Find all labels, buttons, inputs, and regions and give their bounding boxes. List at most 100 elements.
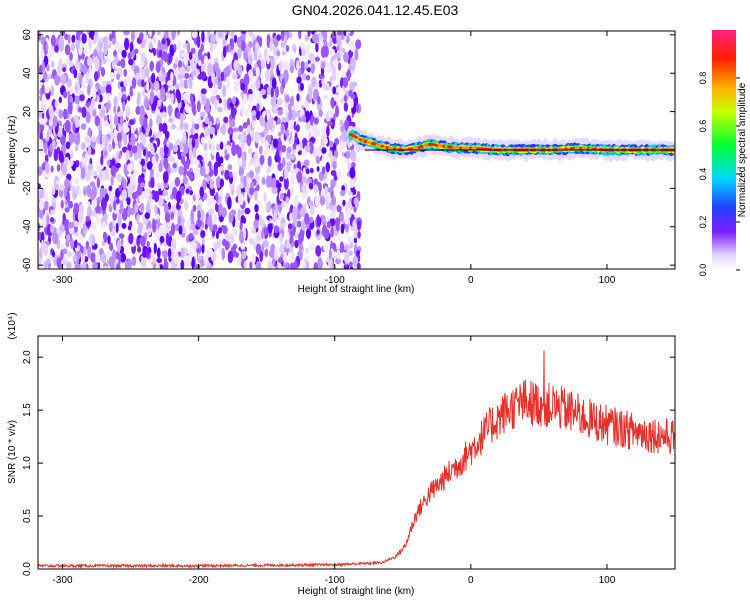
spectrogram-noise-cell: [73, 68, 78, 79]
spectrogram-noise-cell: [304, 34, 309, 42]
spectrogram-noise-cell: [333, 174, 338, 182]
spectrogram-noise-cell: [182, 176, 188, 185]
spectrogram-noise-cell: [176, 126, 181, 132]
spectrogram-noise-cell: [179, 140, 184, 151]
spectrogram-noise-cell: [355, 39, 362, 50]
spectrogram-noise-cell: [345, 150, 351, 159]
spectrogram-noise-cell: [275, 151, 280, 158]
spectrogram-noise-cell: [58, 96, 62, 104]
spectrogram-noise-cell: [305, 183, 310, 195]
spectrogram-noise-cell: [111, 31, 116, 39]
spectrogram-noise-cell: [241, 250, 247, 260]
colorbar-tick-label: 0.4: [698, 168, 708, 181]
spectrogram-noise-cell: [118, 125, 122, 133]
snr-x-tick-label: -200: [189, 575, 209, 586]
spectrogram-noise-cell: [184, 200, 189, 212]
spectrogram-noise-cell: [200, 230, 206, 239]
spectrogram-noise-cell: [101, 86, 107, 93]
spectrogram-noise-cell: [78, 234, 84, 242]
spectrogram-noise-cell: [122, 121, 128, 135]
spectrogram-noise-cell: [309, 206, 314, 215]
spectrogram-noise-cell: [354, 48, 359, 61]
spectrogram-noise-cell: [308, 200, 314, 208]
spectrogram-noise-cell: [60, 200, 64, 209]
spectrogram-noise-cell: [316, 229, 320, 235]
spectrogram-noise-cell: [303, 159, 310, 167]
spectrogram-noise-cell: [54, 100, 59, 109]
spectrogram-noise-cell: [297, 238, 303, 244]
spectrogram-noise-cell: [74, 263, 81, 269]
spectrogram-noise-cell: [322, 94, 329, 100]
spectrogram-noise-cell: [121, 49, 127, 59]
spectrogram-noise-cell: [286, 146, 292, 154]
spectrogram-noise-cell: [261, 176, 266, 186]
spectrogram-noise-cell: [341, 33, 345, 40]
spectrogram-noise-cell: [286, 232, 290, 243]
spectrogram-noise-cell: [349, 166, 356, 179]
spectrogram-noise-cell: [106, 57, 111, 63]
spectrogram-noise-cell: [313, 117, 319, 125]
spectrogram-noise-cell: [281, 78, 286, 89]
spectrogram-noise-cell: [64, 119, 71, 133]
spectrogram-noise-cell: [152, 219, 157, 233]
spectrogram-y-tick-label: -60: [22, 258, 33, 273]
spectrogram-noise-cell: [332, 160, 337, 170]
spectrogram-noise-cell: [60, 134, 66, 146]
spectrogram-noise-cell: [181, 156, 185, 165]
spectrogram-noise-cell: [266, 201, 271, 213]
spectrogram-noise-cell: [291, 95, 294, 106]
spectrogram-noise-cell: [332, 59, 337, 68]
spectrogram-noise-cell: [330, 179, 336, 188]
snr-y-tick-label: 0.0: [22, 562, 33, 576]
spectrogram-noise-cell: [201, 237, 205, 245]
spectrogram-noise-cell: [215, 191, 219, 202]
spectrogram-noise-cell: [72, 190, 78, 200]
colorbar: 0.0 0.2 0.4 0.6 0.8 Normalized spectral ampl…: [698, 30, 748, 276]
spectrogram-noise-cell: [258, 145, 263, 155]
spectrogram-noise-cell: [222, 45, 227, 58]
spectrogram-noise-cell: [49, 45, 55, 58]
spectrogram-noise-cell: [78, 188, 82, 196]
spectrogram-noise-cell: [73, 202, 80, 212]
spectrogram-noise-cell: [343, 95, 348, 102]
spectrogram-noise-cell: [277, 182, 282, 188]
spectrogram-noise-cell: [213, 241, 218, 252]
spectrogram-noise-cell: [160, 90, 166, 103]
spectrogram-noise-cell: [67, 101, 73, 114]
spectrogram-noise-cell: [87, 246, 92, 259]
spectrogram-noise-cell: [326, 125, 330, 137]
spectrogram-noise-cell: [353, 207, 357, 213]
spectrogram-noise-cell: [241, 104, 245, 116]
spectrogram-noise-cell: [68, 200, 74, 209]
spectrogram-noise-cell: [257, 95, 261, 106]
spectrogram-noise-cell: [168, 54, 173, 64]
spectrogram-noise-cell: [75, 31, 80, 42]
spectrogram-noise-cell: [284, 94, 290, 104]
spectrogram-noise-cell: [190, 223, 196, 230]
spectrogram-ylabel: Frequency (Hz): [7, 116, 18, 185]
spectrogram-noise-cell: [267, 261, 273, 269]
spectrogram-noise-cell: [145, 80, 150, 93]
spectrogram-noise-cell: [90, 252, 96, 263]
spectrogram-noise-cell: [296, 59, 300, 71]
spectrogram-noise-cell: [276, 50, 281, 57]
spectrogram-noise-cell: [251, 253, 256, 264]
spectrogram-noise-cell: [168, 117, 174, 124]
spectrogram-noise-cell: [146, 161, 153, 170]
spectrogram-noise-cell: [38, 64, 43, 76]
spectrogram-noise-cell: [101, 240, 106, 246]
spectrogram-noise-cell: [158, 162, 163, 173]
spectrogram-noise-cell: [222, 39, 227, 47]
spectrogram-noise-cell: [344, 244, 350, 251]
spectrogram-noise-cell: [300, 220, 307, 231]
spectrogram-noise-cell: [118, 208, 124, 215]
spectrogram-noise-cell: [248, 237, 254, 245]
spectrogram-noise-cell: [196, 100, 201, 113]
spectrogram-noise-cell: [74, 133, 80, 146]
spectrogram-noise-cell: [230, 118, 236, 128]
spectrogram-noise-cell: [164, 162, 169, 170]
spectrogram-noise-cell: [241, 140, 245, 150]
spectrogram-noise-cell: [270, 96, 277, 107]
snr-y-multiplier: (x10⁴): [7, 312, 18, 339]
spectrogram-noise-cell: [334, 137, 340, 146]
